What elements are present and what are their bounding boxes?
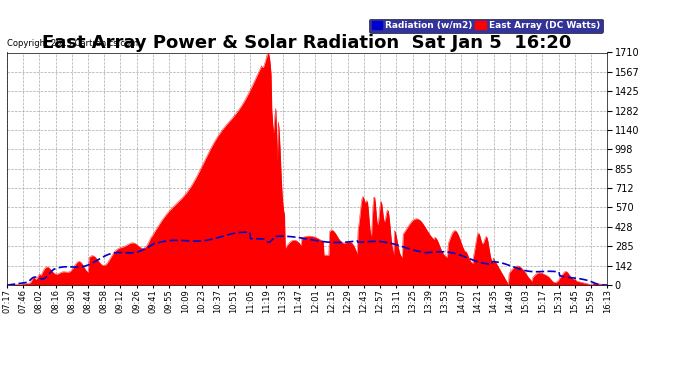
Title: East Array Power & Solar Radiation  Sat Jan 5  16:20: East Array Power & Solar Radiation Sat J… [42,34,572,53]
Text: Copyright 2013 Cartronics.com: Copyright 2013 Cartronics.com [7,39,138,48]
Legend: Radiation (w/m2), East Array (DC Watts): Radiation (w/m2), East Array (DC Watts) [369,19,602,33]
